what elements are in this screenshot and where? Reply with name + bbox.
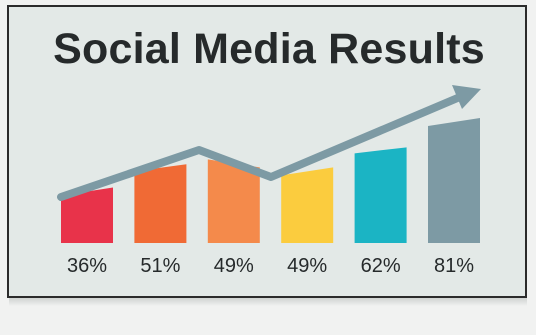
chart-board: Social Media Results 36% 51% 49% 49% 62% 81%	[7, 5, 527, 298]
bar-1	[61, 187, 113, 243]
board-shadow	[9, 298, 527, 306]
bar-3	[207, 159, 260, 243]
chart-title: Social Media Results	[53, 25, 485, 73]
value-label-5: 62%	[361, 255, 401, 277]
value-label-3: 49%	[214, 255, 254, 277]
trend-arrowhead	[452, 85, 481, 109]
bar-5	[354, 147, 407, 243]
trend-line	[57, 90, 471, 201]
bar-2	[134, 164, 187, 243]
bar-6	[428, 118, 480, 243]
value-label-4: 49%	[287, 255, 327, 277]
value-label-6: 81%	[434, 255, 474, 277]
value-label-1: 36%	[67, 255, 107, 277]
value-label-2: 51%	[140, 255, 180, 277]
bar-chart: 36% 51% 49% 49% 62% 81%	[57, 85, 481, 277]
bar-4	[281, 167, 334, 243]
